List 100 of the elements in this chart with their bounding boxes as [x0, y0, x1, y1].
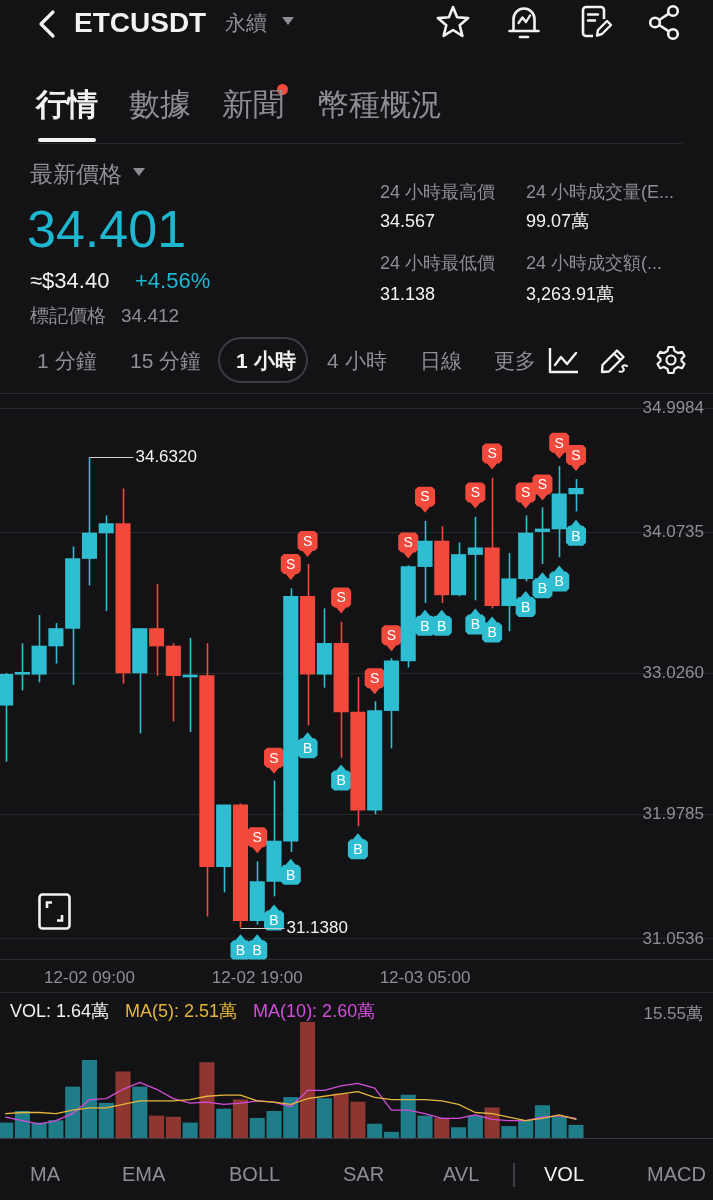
data-label: S	[571, 446, 581, 463]
text: 1 小時	[236, 349, 296, 374]
text: +4.56%	[135, 268, 211, 294]
data-label: S	[302, 532, 313, 549]
data-label: B	[269, 912, 279, 929]
text: MA(5): 2.51萬	[125, 1001, 238, 1022]
text: 3,263.91萬	[526, 284, 615, 305]
data-label: B	[302, 740, 313, 757]
x-tick-label: 12-02 19:00	[211, 968, 303, 988]
data-label: S	[252, 828, 262, 845]
candlestick	[467, 516, 483, 602]
candlestick	[48, 622, 64, 665]
bar	[434, 1117, 450, 1138]
data-label: B	[252, 942, 262, 959]
bar	[115, 1071, 131, 1138]
text: 更多	[494, 349, 536, 374]
bar	[467, 1115, 483, 1138]
bar	[232, 1099, 249, 1138]
text: SAR	[343, 1163, 385, 1186]
bar	[383, 1131, 399, 1138]
data-label: B	[554, 573, 564, 590]
text: EMA	[122, 1163, 166, 1186]
text: MA(10): 2.60萬	[253, 1001, 376, 1022]
data-label: S	[537, 476, 548, 493]
annotation: 15.55萬	[643, 1004, 703, 1024]
text: MACD	[647, 1163, 706, 1186]
text: 最新價格	[30, 161, 122, 188]
data-label: B	[286, 866, 296, 883]
data-label: B	[487, 624, 497, 641]
text: 15 分鐘	[130, 349, 202, 374]
bar	[132, 1086, 148, 1138]
data-label: S	[269, 749, 279, 766]
text: 31.138	[380, 284, 436, 305]
data-label: S	[470, 484, 481, 501]
y-tick-label: 34.9984	[642, 397, 704, 417]
bar	[182, 1122, 198, 1138]
data-label: S	[420, 488, 430, 505]
data-label: S	[520, 484, 531, 501]
data-label: S	[487, 445, 497, 462]
text: 34.567	[380, 211, 436, 232]
bar	[534, 1105, 550, 1138]
data-label: B	[537, 580, 548, 597]
data-label: B	[470, 616, 481, 633]
annotation: VOL: 1.64萬	[10, 1001, 110, 1022]
candlestick	[14, 642, 30, 692]
text: 1 分鐘	[37, 349, 97, 374]
text: BOLL	[229, 1163, 281, 1186]
bar	[199, 1062, 215, 1138]
text: 24 小時最高價	[380, 182, 496, 203]
data-label: S	[386, 627, 397, 644]
text: 數據	[129, 87, 191, 123]
bar	[149, 1115, 165, 1138]
text: 34.401	[27, 200, 187, 260]
annotation: 31.1380	[286, 918, 348, 938]
text: 99.07萬	[526, 211, 590, 232]
y-tick-label: 31.9785	[642, 804, 704, 824]
text: 4 小時	[327, 349, 387, 374]
x-tick-label: 12-02 09:00	[44, 968, 135, 988]
data-label: S	[286, 555, 296, 572]
text: 幣種概況	[318, 87, 442, 123]
text: ETCUSDT	[74, 7, 207, 40]
data-label: B	[437, 617, 447, 634]
x-tick-label: 12-03 05:00	[379, 968, 471, 988]
text: ≈$34.40	[30, 268, 110, 294]
data-label: S	[554, 434, 564, 451]
text: 行情	[36, 87, 98, 123]
y-tick-label: 33.0260	[642, 663, 704, 683]
data-label: S	[370, 670, 380, 687]
text: VOL	[544, 1163, 585, 1186]
bar	[216, 1108, 232, 1138]
data-label: B	[235, 942, 246, 959]
bar	[501, 1126, 517, 1138]
annotation: 34.6320	[135, 447, 197, 467]
text: MA	[30, 1163, 60, 1186]
data-label: B	[571, 527, 581, 544]
candlestick	[149, 583, 165, 677]
bar	[484, 1107, 500, 1138]
text: 永續	[225, 11, 267, 36]
data-label: S	[336, 589, 346, 606]
data-label: B	[336, 772, 346, 789]
y-tick-label: 34.0735	[642, 522, 704, 542]
bar	[98, 1102, 114, 1138]
bar	[14, 1110, 30, 1138]
bar	[518, 1120, 534, 1138]
bar	[0, 1122, 14, 1138]
bar	[165, 1116, 181, 1138]
candlestick	[98, 514, 114, 612]
text: 24 小時最低價	[380, 253, 496, 274]
text: AVL	[443, 1163, 480, 1186]
data-label: B	[420, 617, 430, 634]
bar	[81, 1059, 98, 1138]
text: 日線	[420, 349, 462, 374]
data-label: S	[403, 534, 413, 551]
bar	[300, 1022, 316, 1138]
candlestick	[568, 478, 584, 513]
text: 標記價格	[30, 305, 106, 327]
data-label: B	[520, 598, 531, 615]
text: 新聞	[222, 87, 284, 123]
text: 24 小時成交額(...	[526, 253, 663, 274]
data-label: B	[353, 841, 363, 858]
